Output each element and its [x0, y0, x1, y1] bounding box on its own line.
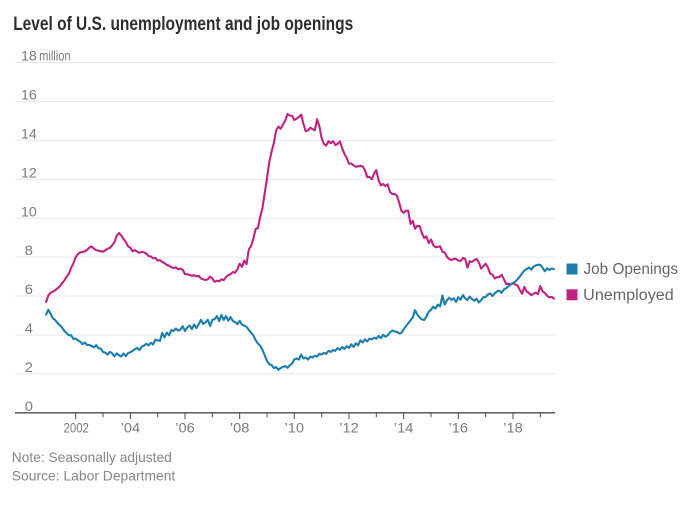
- svg-text:million: million: [39, 48, 71, 64]
- svg-text:’06: ’06: [175, 419, 195, 435]
- svg-text:Source: Labor Department: Source: Labor Department: [12, 467, 176, 483]
- svg-text:’08: ’08: [230, 419, 250, 435]
- svg-text:Level of U.S. unemployment and: Level of U.S. unemployment and job openi…: [13, 13, 353, 35]
- svg-text:16: 16: [21, 87, 37, 103]
- svg-text:’16: ’16: [449, 419, 469, 435]
- svg-text:8: 8: [25, 242, 33, 258]
- svg-text:0: 0: [25, 398, 33, 414]
- svg-text:14: 14: [21, 125, 37, 141]
- svg-text:’12: ’12: [339, 419, 359, 435]
- svg-text:Unemployed: Unemployed: [583, 287, 674, 304]
- svg-text:Job Openings: Job Openings: [584, 261, 679, 278]
- svg-text:2002: 2002: [64, 419, 90, 435]
- svg-text:’04: ’04: [121, 419, 141, 435]
- svg-text:Note: Seasonally adjusted: Note: Seasonally adjusted: [12, 449, 172, 465]
- svg-text:’18: ’18: [503, 419, 523, 435]
- svg-text:4: 4: [25, 320, 33, 336]
- svg-text:’14: ’14: [394, 419, 414, 435]
- svg-text:6: 6: [25, 281, 33, 297]
- svg-text:12: 12: [21, 164, 37, 180]
- svg-text:10: 10: [21, 203, 37, 219]
- svg-text:’10: ’10: [285, 419, 305, 435]
- svg-text:2: 2: [25, 359, 33, 375]
- svg-text:18: 18: [21, 48, 37, 64]
